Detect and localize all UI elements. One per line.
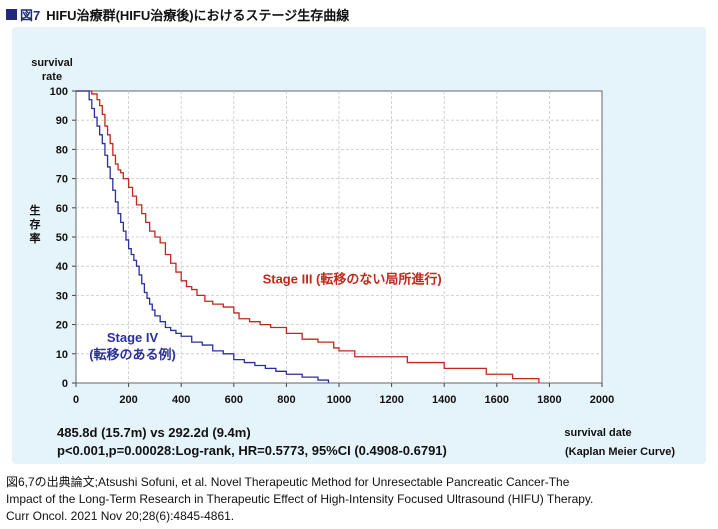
figure-number: 図7 bbox=[20, 7, 41, 23]
series-label-stage-iv: Stage IV bbox=[107, 330, 159, 345]
y-tick-label: 90 bbox=[56, 115, 68, 127]
x-tick-label: 0 bbox=[73, 394, 79, 406]
y-tick-label: 80 bbox=[56, 144, 68, 156]
x-tick-label: 1000 bbox=[327, 394, 351, 406]
source-caption: 図6,7の出典論文;Atsushi Sofuni, et al. Novel T… bbox=[6, 474, 712, 525]
x-tick-label: 600 bbox=[225, 394, 243, 406]
x-axis-note: (Kaplan Meier Curve) bbox=[565, 446, 675, 458]
figure-title-text: HIFU治療群(HIFU治療後)におけるステージ生存曲線 bbox=[46, 7, 350, 23]
y-tick-label: 100 bbox=[50, 86, 68, 98]
km-curve-stage-iv bbox=[76, 90, 330, 383]
x-tick-label: 200 bbox=[119, 394, 137, 406]
y-axis-side-label-char: 存 bbox=[30, 217, 41, 231]
y-axis-title-line2: rate bbox=[42, 71, 62, 83]
grid-lines bbox=[76, 91, 602, 383]
figure-title: 図7 HIFU治療群(HIFU治療後)におけるステージ生存曲線 bbox=[6, 5, 349, 23]
y-tick-label: 20 bbox=[56, 320, 68, 332]
x-tick-label: 2000 bbox=[590, 394, 614, 406]
caption-line-1: 図6,7の出典論文;Atsushi Sofuni, et al. Novel T… bbox=[6, 475, 570, 489]
y-tick-label: 10 bbox=[56, 349, 68, 361]
caption-line-3: Curr Oncol. 2021 Nov 20;28(6):4845-4861. bbox=[6, 509, 235, 523]
y-tick-label: 40 bbox=[56, 261, 68, 273]
y-tick-label: 60 bbox=[56, 203, 68, 215]
axes: 0 200 400 600 800 1000 1200 1400 1600 1800 2000 0 10… bbox=[30, 57, 676, 458]
labels-layer: Stage III (転移のない局所進行) Stage IV (転移のある例) bbox=[89, 272, 442, 362]
y-axis-side-label-char: 生 bbox=[30, 203, 41, 217]
y-axis-title-line1: survival bbox=[31, 57, 73, 69]
square-marker-icon bbox=[6, 8, 17, 20]
series-label-stage-iii: Stage III (転移のない局所進行) bbox=[263, 272, 442, 287]
x-tick-label: 1400 bbox=[432, 394, 456, 406]
x-axis-title: survival date bbox=[564, 427, 631, 439]
median-survival-text: 485.8d (15.7m) vs 292.2d (9.4m) bbox=[57, 425, 251, 440]
series-label-stage-iv: (転移のある例) bbox=[89, 347, 176, 362]
x-tick-label: 1200 bbox=[379, 394, 403, 406]
x-tick-label: 1600 bbox=[485, 394, 509, 406]
caption-line-2: Impact of the Long-Term Research in Ther… bbox=[6, 492, 594, 506]
x-tick-label: 400 bbox=[172, 394, 190, 406]
y-tick-label: 70 bbox=[56, 174, 68, 186]
y-tick-label: 50 bbox=[56, 232, 68, 244]
x-tick-label: 800 bbox=[277, 394, 295, 406]
x-tick-label: 1800 bbox=[537, 394, 561, 406]
km-curve-stage-iii bbox=[76, 90, 540, 383]
series-layer bbox=[76, 90, 540, 383]
y-axis-side-label-char: 率 bbox=[30, 231, 41, 245]
logrank-text: p<0.001,p=0.00028:Log-rank, HR=0.5773, 9… bbox=[57, 443, 447, 458]
y-tick-label: 30 bbox=[56, 290, 68, 302]
y-tick-label: 0 bbox=[62, 378, 68, 390]
